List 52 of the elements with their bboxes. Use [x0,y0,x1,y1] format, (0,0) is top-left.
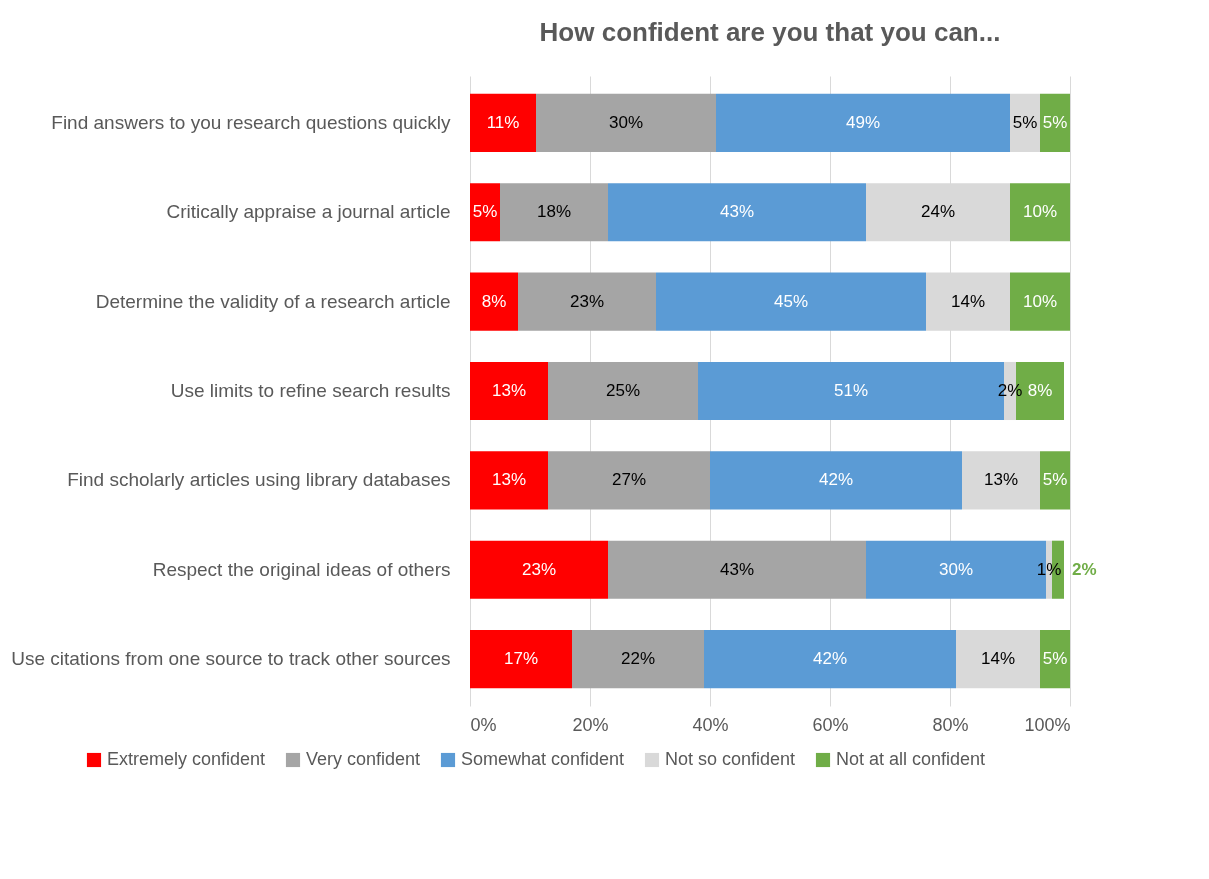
y-tick-label: Use limits to refine search results [170,380,451,401]
data-label: 8% [1027,381,1053,400]
data-label: 25% [605,381,641,400]
data-label: 30% [608,112,644,132]
x-tick-label: 60% [812,714,849,735]
chart-title: How confident are you that you can... [539,17,1001,47]
data-label: 18% [536,202,572,222]
data-label: 45% [773,291,809,311]
data-label: 42% [812,649,848,669]
data-label: 43% [719,202,755,222]
data-label: 5% [1012,112,1038,132]
data-label: 8% [481,291,507,311]
y-tick-label: Find scholarly articles using library databases [67,469,451,491]
data-label: 5% [1042,470,1068,490]
data-label: 13% [491,381,527,400]
legend-label: Very confident [306,749,421,769]
data-label: 5% [1042,112,1068,132]
data-label: 42% [818,470,854,490]
data-label: 13% [491,470,527,490]
x-tick-label: 0% [470,714,497,735]
data-label: 22% [620,649,656,669]
legend-label: Not at all confident [836,749,986,769]
y-tick-label: Critically appraise a journal article [166,201,451,223]
data-label: 49% [845,112,881,132]
data-label: 24% [920,202,956,222]
data-label: 5% [1042,649,1068,669]
data-label: 43% [719,559,755,579]
legend-label: Extremely confident [107,749,266,769]
x-tick-label: 80% [932,714,969,735]
data-label: 23% [521,559,557,579]
data-label: 2% [1072,559,1097,579]
data-label: 5% [472,202,498,222]
data-label: 51% [833,381,869,400]
y-tick-label: Use citations from one source to track other sources [11,648,451,670]
data-label: 10% [1022,291,1058,311]
legend-label: Not so confident [665,749,796,769]
data-label: 14% [950,291,986,311]
data-label: 30% [938,559,974,579]
data-label: 27% [611,470,647,490]
y-tick-label: Find answers to you research questions quickly [51,111,451,133]
legend-label: Somewhat confident [461,749,625,769]
data-label: 13% [983,470,1019,490]
x-tick-label: 20% [572,714,609,735]
data-label: 17% [503,649,539,669]
x-tick-label: 100% [1024,714,1071,735]
data-label: 14% [980,649,1016,669]
data-label: 11% [486,112,520,132]
y-tick-label: Respect the original ideas of others [152,558,451,580]
data-label: 23% [569,291,605,311]
x-tick-label: 40% [692,714,729,735]
data-label: 10% [1022,202,1058,222]
y-tick-label: Determine the validity of a research article [95,290,451,312]
